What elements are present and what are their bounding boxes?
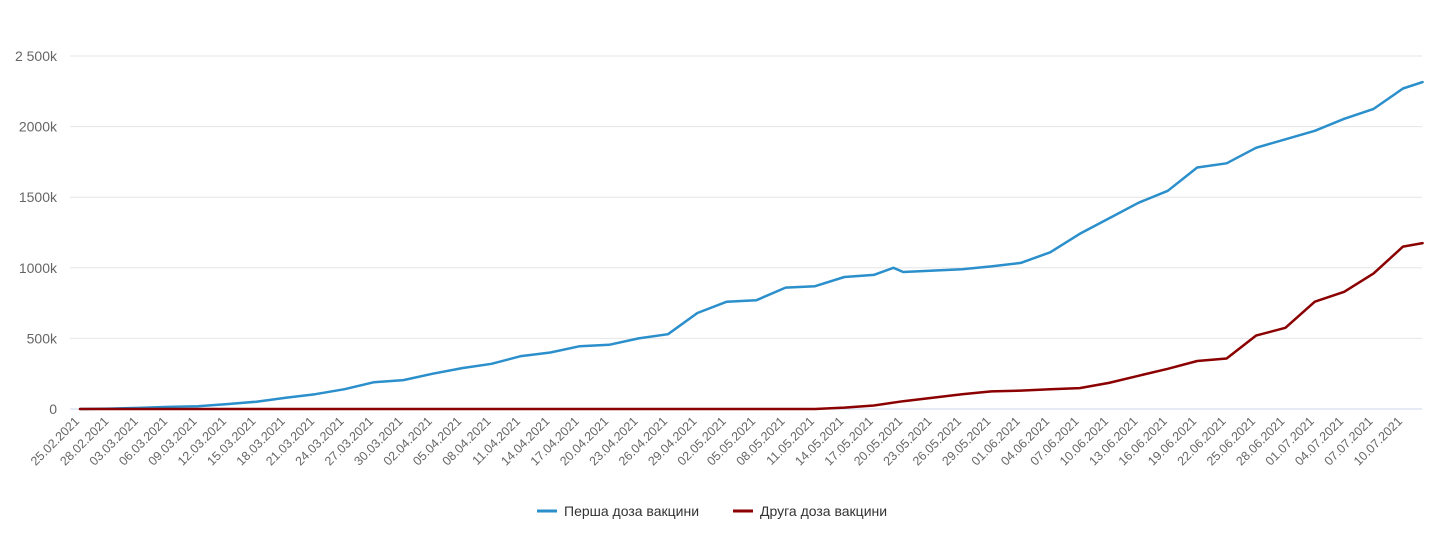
legend-item-first-dose[interactable]: Перша доза вакцини [537, 503, 699, 519]
legend-label-first-dose: Перша доза вакцини [564, 503, 699, 519]
y-tick-label: 2 500k [15, 48, 58, 64]
y-axis-labels: 0 500k 1000k 1500k 2000k 2 500k [15, 48, 58, 417]
grid-lines [70, 55, 1422, 410]
y-tick-label: 1000k [19, 260, 58, 276]
series-lines [78, 80, 1424, 411]
legend: Перша доза вакцини Друга доза вакцини [537, 503, 887, 519]
series-line-first-dose[interactable] [78, 80, 1424, 411]
y-tick-label: 1500k [19, 189, 58, 205]
y-tick-label: 500k [27, 330, 58, 346]
x-axis-labels: 25.02.202128.02.202103.03.202106.03.2021… [28, 414, 1405, 468]
legend-item-second-dose[interactable]: Друга доза вакцини [733, 503, 887, 519]
y-tick-label: 0 [49, 401, 57, 417]
y-tick-label: 2000k [19, 119, 58, 135]
series-line-second-dose[interactable] [78, 241, 1424, 411]
legend-label-second-dose: Друга доза вакцини [760, 503, 887, 519]
